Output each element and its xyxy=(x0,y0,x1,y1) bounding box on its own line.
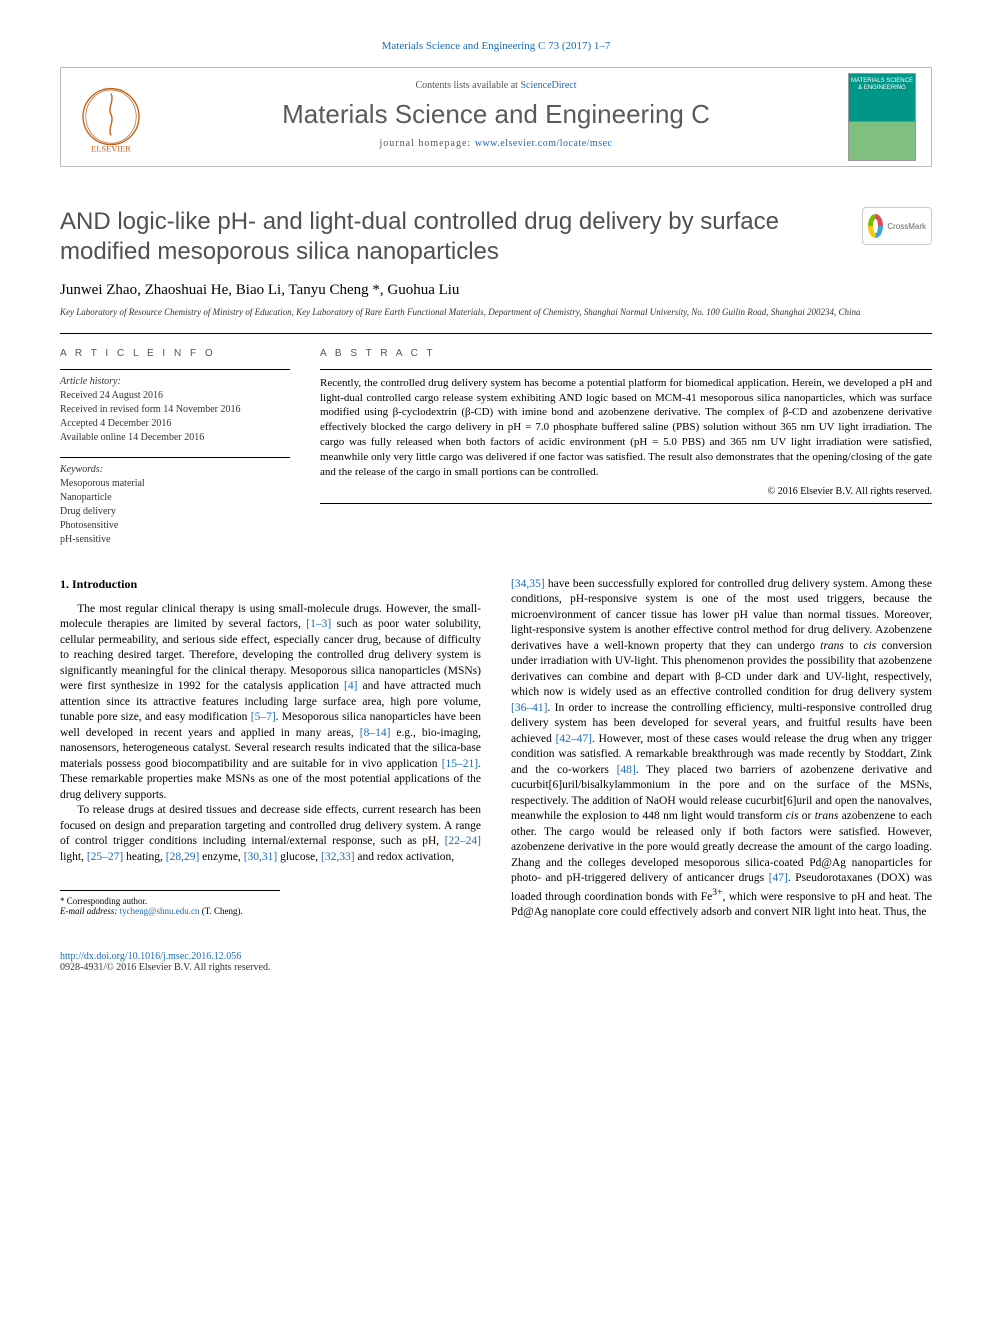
abstract-label: A B S T R A C T xyxy=(320,348,932,359)
sciencedirect-link[interactable]: ScienceDirect xyxy=(520,80,576,91)
citation-link[interactable]: [15–21] xyxy=(442,758,478,770)
issn-copyright: 0928-4931/© 2016 Elsevier B.V. All right… xyxy=(60,962,932,973)
abstract-text: Recently, the controlled drug delivery s… xyxy=(320,369,932,480)
citation-link[interactable]: [5–7] xyxy=(251,711,276,723)
citation-link[interactable]: [1–3] xyxy=(306,618,331,630)
citation-link[interactable]: [32,33] xyxy=(321,851,355,863)
abstract-copyright: © 2016 Elsevier B.V. All rights reserved… xyxy=(320,486,932,497)
journal-homepage-link[interactable]: www.elsevier.com/locate/msec xyxy=(475,138,613,149)
history-received: Received 24 August 2016 xyxy=(60,389,290,403)
citation-link[interactable]: [28,29] xyxy=(166,851,200,863)
email-label: E-mail address: xyxy=(60,906,120,916)
article-history: Article history: Received 24 August 2016… xyxy=(60,369,290,445)
keyword-item: Nanoparticle xyxy=(60,491,290,505)
journal-title: Materials Science and Engineering C xyxy=(181,99,811,130)
email-author: (T. Cheng). xyxy=(199,906,242,916)
page-header-citation: Materials Science and Engineering C 73 (… xyxy=(60,40,932,52)
doi-link[interactable]: http://dx.doi.org/10.1016/j.msec.2016.12… xyxy=(60,951,241,962)
crossmark-badge[interactable]: CrossMark xyxy=(862,207,932,245)
journal-cover-text: MATERIALS SCIENCE & ENGINEERING xyxy=(849,74,915,91)
article-title: AND logic-like pH- and light-dual contro… xyxy=(60,207,932,267)
crossmark-icon xyxy=(868,214,883,238)
divider xyxy=(60,333,932,334)
homepage-prefix: journal homepage: xyxy=(380,138,475,149)
crossmark-label: CrossMark xyxy=(887,222,926,231)
keyword-item: pH-sensitive xyxy=(60,533,290,547)
affiliation: Key Laboratory of Resource Chemistry of … xyxy=(60,307,932,319)
journal-homepage-line: journal homepage: www.elsevier.com/locat… xyxy=(181,138,811,149)
contents-prefix: Contents lists available at xyxy=(415,80,520,91)
keyword-item: Mesoporous material xyxy=(60,477,290,491)
citation-link[interactable]: [47] xyxy=(769,872,788,884)
citation-link[interactable]: [25–27] xyxy=(87,851,123,863)
article-info-label: A R T I C L E I N F O xyxy=(60,348,290,359)
introduction-heading: 1. Introduction xyxy=(60,577,481,592)
corresponding-author-footnote: * Corresponding author. E-mail address: … xyxy=(60,890,280,916)
body-column-left: The most regular clinical therapy is usi… xyxy=(60,602,481,866)
citation-link[interactable]: [42–47] xyxy=(556,733,592,745)
citation-link[interactable]: [30,31] xyxy=(244,851,278,863)
history-label: Article history: xyxy=(60,375,290,389)
citation-link[interactable]: [48] xyxy=(617,764,636,776)
citation-link[interactable]: [36–41] xyxy=(511,702,547,714)
page-footer: http://dx.doi.org/10.1016/j.msec.2016.12… xyxy=(60,951,932,973)
citation-link[interactable]: [8–14] xyxy=(360,727,391,739)
keyword-item: Drug delivery xyxy=(60,505,290,519)
history-revised: Received in revised form 14 November 201… xyxy=(60,403,290,417)
keywords-label: Keywords: xyxy=(60,463,290,477)
history-accepted: Accepted 4 December 2016 xyxy=(60,417,290,431)
elsevier-logo: ELSEVIER xyxy=(76,83,146,153)
body-column-right: [34,35] have been successfully explored … xyxy=(511,577,932,921)
corresponding-email-link[interactable]: tycheng@shnu.edu.cn xyxy=(120,906,200,916)
contents-available-text: Contents lists available at ScienceDirec… xyxy=(181,80,811,91)
corresponding-label: * Corresponding author. xyxy=(60,896,280,906)
journal-cover-thumbnail: MATERIALS SCIENCE & ENGINEERING xyxy=(848,73,916,161)
abstract-divider xyxy=(320,503,932,504)
keywords-block: Keywords: Mesoporous material Nanopartic… xyxy=(60,457,290,547)
history-online: Available online 14 December 2016 xyxy=(60,431,290,445)
citation-link[interactable]: [4] xyxy=(344,680,357,692)
author-list: Junwei Zhao, Zhaoshuai He, Biao Li, Tany… xyxy=(60,282,932,299)
journal-header-box: ELSEVIER MATERIALS SCIENCE & ENGINEERING… xyxy=(60,67,932,167)
citation-link[interactable]: [34,35] xyxy=(511,578,545,590)
keyword-item: Photosensitive xyxy=(60,519,290,533)
citation-link[interactable]: [22–24] xyxy=(445,835,481,847)
svg-text:ELSEVIER: ELSEVIER xyxy=(91,145,131,153)
